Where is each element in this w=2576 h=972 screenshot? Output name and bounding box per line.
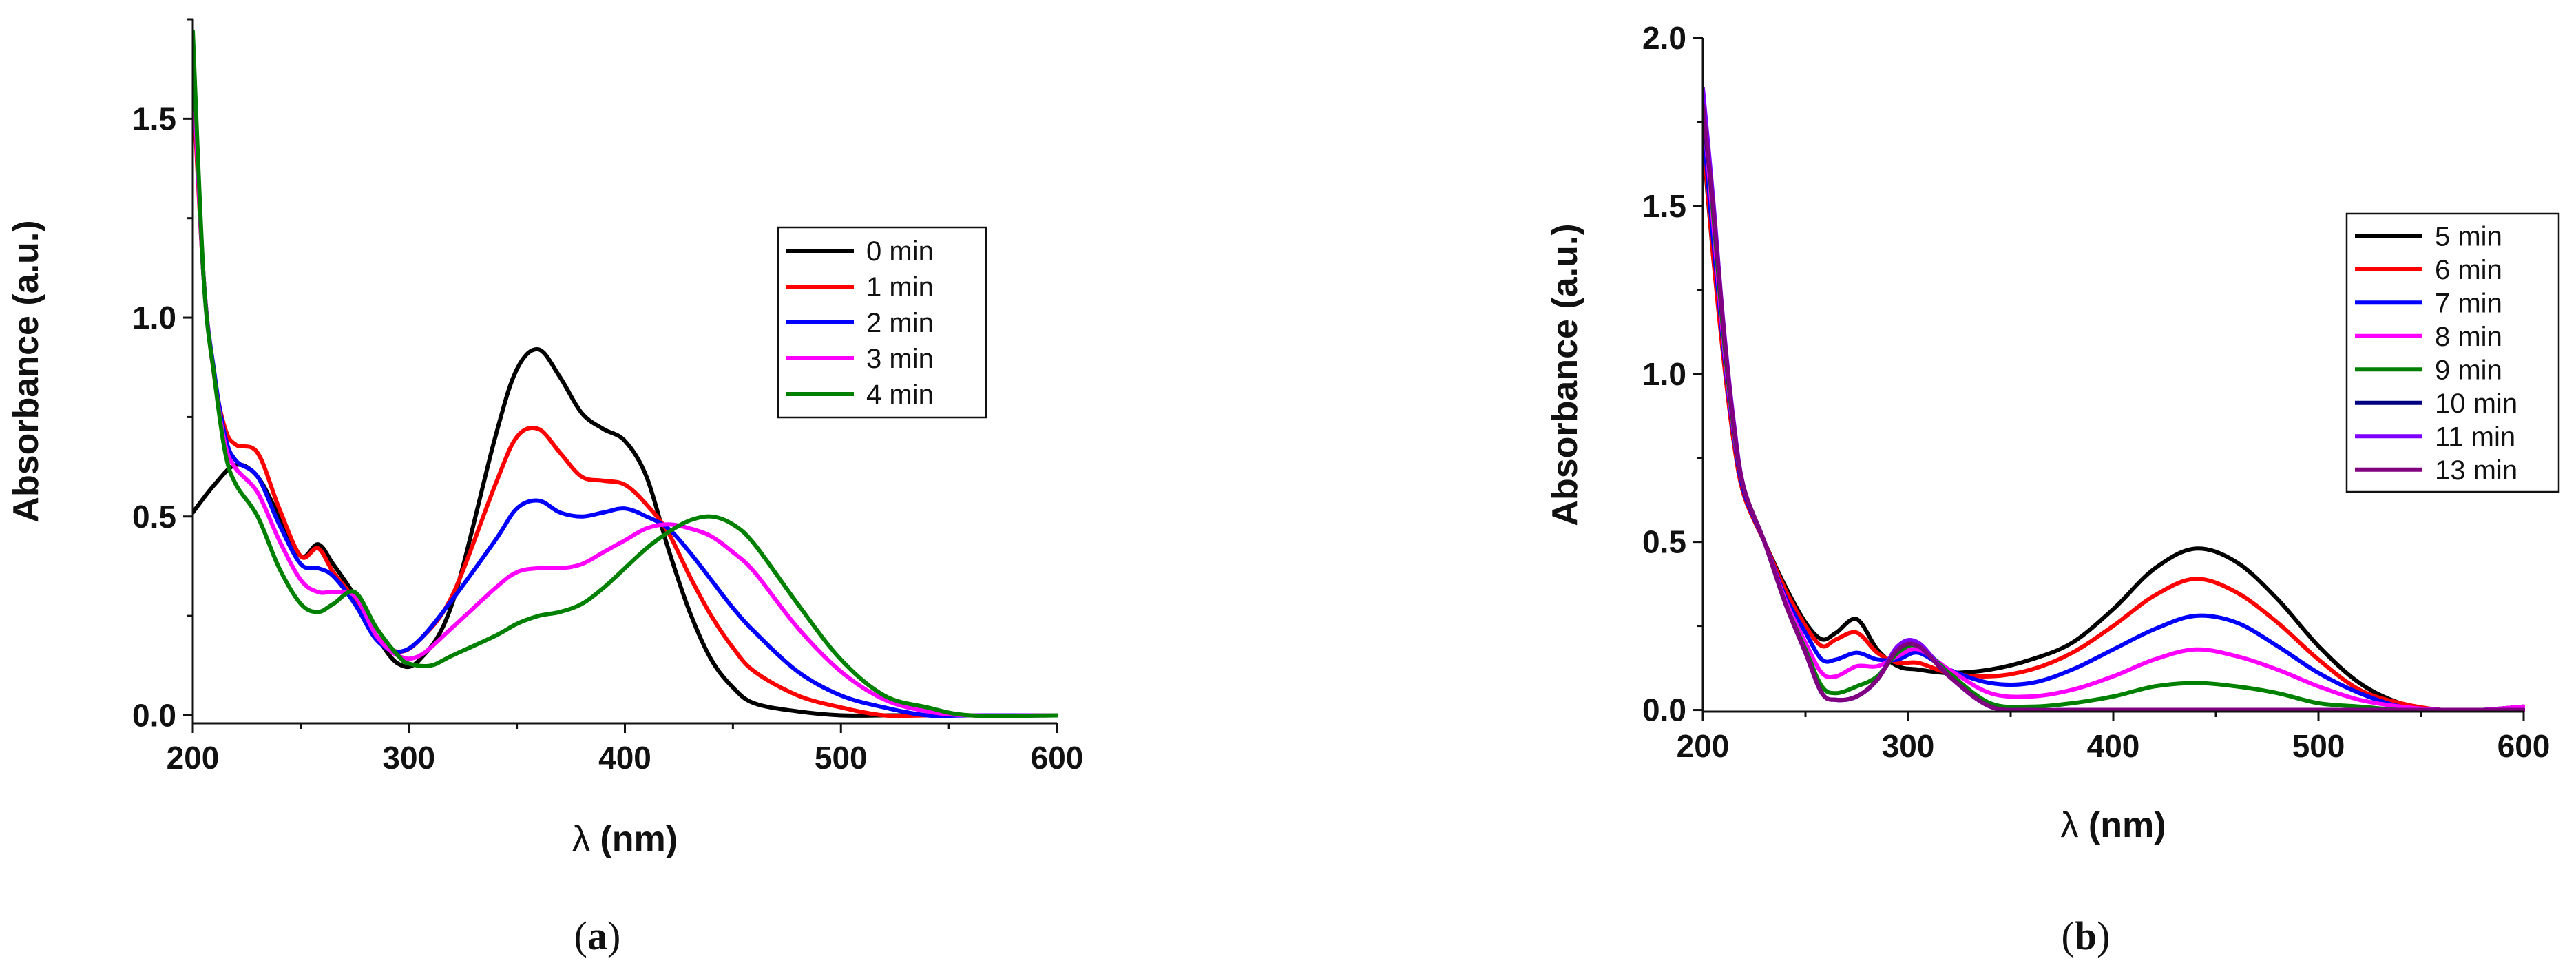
- panel-b: 200 300 400 500 600 0.0 0.5 1.0 1.5 2.0 λ (nm) Abso…: [1288, 0, 2576, 972]
- legend-a: 0 min 1 min 2 min 3 min 4 min: [777, 226, 987, 419]
- caption-letter-a: a: [587, 913, 607, 958]
- caption-close-a: ): [607, 913, 620, 958]
- caption-open-a: (: [574, 913, 587, 958]
- x-tick-label-a-2: 400: [598, 740, 651, 776]
- legend-label-b-3: 8 min: [2435, 322, 2502, 352]
- legend-label-b-1: 6 min: [2435, 255, 2502, 285]
- legend-label-a-0: 0 min: [866, 236, 934, 267]
- y-tick-label-a-1: 0.5: [132, 499, 176, 535]
- legend-label-b-5: 10 min: [2435, 389, 2517, 419]
- x-tick-label-a-3: 500: [815, 740, 868, 776]
- legend-label-a-1: 1 min: [866, 272, 934, 302]
- series-group-b: [1703, 86, 2525, 712]
- legend-label-a-3: 3 min: [866, 344, 934, 374]
- legend-label-a-4: 4 min: [866, 380, 934, 410]
- legend-label-b-4: 9 min: [2435, 355, 2502, 385]
- caption-close-b: ): [2097, 913, 2110, 958]
- x-axis-title-a: λ (nm): [572, 819, 678, 859]
- y-tick-label-b-2: 1.0: [1642, 356, 1686, 392]
- y-tick-label-b-1: 0.5: [1642, 524, 1686, 560]
- x-tick-label-b-2: 400: [2087, 728, 2140, 764]
- chart-b-svg: 200 300 400 500 600 0.0 0.5 1.0 1.5 2.0 λ (nm) Abso…: [1545, 20, 2560, 958]
- x-tick-label-a-4: 600: [1031, 740, 1084, 776]
- x-tick-label-a-1: 300: [382, 740, 435, 776]
- x-axis-title-unit-b: (nm): [2078, 805, 2166, 845]
- legend-label-b-2: 7 min: [2435, 288, 2502, 318]
- legend-label-b-7: 13 min: [2435, 455, 2517, 486]
- x-axis-title-symbol-b: λ: [2060, 805, 2078, 845]
- x-tick-label-b-3: 500: [2292, 728, 2345, 764]
- chart-a-svg: 200 300 400 500 600 0.0 0.5 1.0 1.5 λ (nm) Absorba…: [6, 18, 1084, 958]
- panel-a: 200 300 400 500 600 0.0 0.5 1.0 1.5 λ (nm) Absorba…: [6, 18, 1084, 958]
- x-tick-label-b-1: 300: [1882, 728, 1935, 764]
- y-tick-label-b-0: 0.0: [1642, 692, 1686, 728]
- x-axis-title-unit-a: (nm): [590, 819, 678, 859]
- series-line-a-3: [193, 56, 1058, 718]
- x-tick-label-b-4: 600: [2498, 728, 2551, 764]
- y-axis-title-b: Absorbance (a.u.): [1545, 223, 1585, 526]
- y-tick-label-a-2: 1.0: [132, 300, 176, 335]
- y-axis-title-a: Absorbance (a.u.): [6, 220, 46, 522]
- y-tick-label-a-0: 0.0: [132, 697, 176, 733]
- caption-open-b: (: [2062, 913, 2075, 958]
- y-tick-label-b-3: 1.5: [1642, 188, 1686, 224]
- x-axis-title-b: λ (nm): [2060, 805, 2166, 845]
- x-tick-label-b-0: 200: [1677, 728, 1730, 764]
- x-tick-label-a-0: 200: [167, 740, 220, 776]
- series-line-b-7: [1703, 103, 2525, 712]
- legend-box-b: [2345, 212, 2560, 493]
- x-axis-title-symbol-a: λ: [572, 819, 590, 859]
- legend-label-b-6: 11 min: [2435, 422, 2515, 452]
- y-tick-label-a-3: 1.5: [132, 101, 176, 136]
- caption-a: (a): [574, 913, 621, 958]
- legend-label-b-0: 5 min: [2435, 221, 2502, 251]
- series-group-a: [193, 29, 1058, 718]
- series-line-a-4: [193, 29, 1058, 718]
- y-tick-label-b-4: 2.0: [1642, 20, 1686, 56]
- caption-letter-b: b: [2075, 913, 2097, 958]
- series-line-a-2: [193, 56, 1058, 718]
- legend-label-a-2: 2 min: [866, 308, 934, 338]
- series-line-a-1: [193, 76, 1058, 718]
- caption-b: (b): [2062, 913, 2111, 958]
